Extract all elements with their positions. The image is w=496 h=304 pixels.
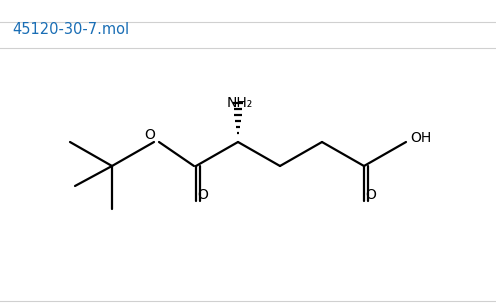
Text: O: O: [144, 128, 155, 142]
Text: NH₂: NH₂: [227, 96, 253, 110]
Text: 45120-30-7.mol: 45120-30-7.mol: [12, 22, 129, 36]
Text: OH: OH: [410, 131, 431, 145]
Text: O: O: [197, 188, 208, 202]
Text: O: O: [366, 188, 376, 202]
